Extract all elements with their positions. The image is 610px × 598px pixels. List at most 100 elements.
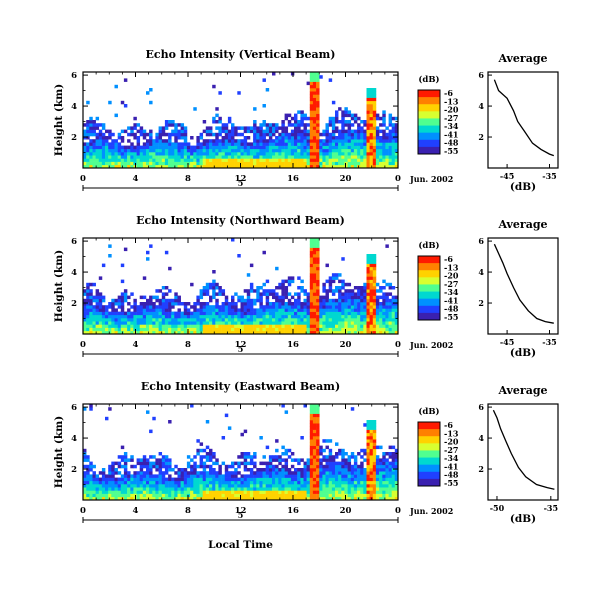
heatmap-cell: [309, 113, 314, 118]
heatmap-cell: [338, 295, 342, 300]
heatmap-cell: [158, 302, 163, 306]
heatmap-cell: [369, 254, 374, 258]
heatmap-cell: [101, 148, 106, 153]
heatmap-cell: [353, 148, 358, 153]
heatmap-cell: [350, 487, 355, 491]
heatmap-cell: [312, 97, 317, 102]
heatmap-cell: [146, 487, 150, 491]
heatmap-cell: [130, 311, 134, 316]
heatmap-cell: [240, 324, 244, 328]
heatmap-cell: [111, 468, 115, 472]
colorbar-swatch: [418, 125, 440, 134]
heatmap-cell: [155, 484, 159, 488]
heatmap-cell: [369, 432, 374, 437]
heatmap-cell: [262, 292, 266, 296]
heatmap-cell: [146, 308, 150, 312]
heatmap-cell: [161, 484, 166, 488]
heatmap-cell: [391, 308, 396, 312]
heatmap-cell: [171, 129, 175, 134]
heatmap-cell: [161, 474, 166, 478]
heatmap-cell: [174, 464, 178, 469]
heatmap-cell: [209, 327, 213, 332]
colorbar-unit: (dB): [418, 240, 439, 251]
heatmap-cell: [287, 311, 292, 316]
heatmap-cell: [108, 145, 112, 150]
x-tick-label: 12: [235, 340, 247, 350]
heatmap-cell: [287, 484, 292, 488]
heatmap-cell: [316, 152, 320, 156]
heatmap-cell: [287, 305, 292, 309]
heatmap-cell: [363, 318, 367, 322]
heatmap-cell: [149, 321, 153, 325]
heatmap-cell: [243, 327, 248, 332]
heatmap-cell: [379, 161, 383, 166]
heatmap-cell: [319, 474, 323, 478]
x-tick-label: 4: [133, 340, 139, 350]
heatmap-cell: [331, 330, 336, 335]
heatmap-cell: [338, 129, 342, 134]
heatmap-cell: [363, 164, 367, 169]
heatmap-cell: [281, 155, 285, 159]
heatmap-cell: [385, 164, 389, 169]
heatmap-cell: [272, 496, 276, 501]
heatmap-cell: [369, 155, 374, 159]
heatmap-cell: [105, 490, 109, 494]
heatmap-cell: [92, 321, 96, 325]
heatmap-cell: [202, 496, 207, 501]
heatmap-cell: [297, 308, 301, 312]
heatmap-cell: [388, 496, 393, 501]
heatmap-cell: [171, 487, 175, 491]
heatmap-cell: [316, 139, 320, 143]
heatmap-cell: [256, 292, 260, 296]
heatmap-cell: [221, 308, 226, 312]
heatmap-cell: [290, 480, 295, 485]
heatmap-cell: [177, 321, 181, 325]
heatmap-cell: [309, 132, 314, 137]
heatmap-cell: [363, 152, 367, 156]
x-tick-label: 20: [340, 506, 352, 516]
heatmap-cell: [366, 126, 370, 130]
heatmap-cell: [180, 132, 185, 137]
heatmap-cell: [278, 286, 282, 290]
heatmap-cell: [120, 318, 125, 322]
heatmap-cell: [86, 330, 90, 335]
heatmap-cell: [117, 490, 122, 494]
heatmap-cell: [328, 439, 333, 443]
heatmap-cell: [309, 88, 314, 92]
heatmap-cell: [369, 136, 374, 140]
heatmap-cell: [174, 152, 178, 156]
heatmap-cell: [89, 289, 93, 293]
heatmap-cell: [146, 461, 150, 466]
heatmap-cell: [306, 318, 311, 322]
colorbar-swatch: [418, 450, 440, 458]
heatmap-cell: [168, 484, 172, 488]
heatmap-cell: [309, 416, 314, 421]
heatmap-cell: [209, 308, 213, 312]
heatmap-cell: [136, 311, 141, 316]
heatmap-cell: [155, 487, 159, 491]
heatmap-cell: [303, 493, 307, 498]
heatmap-cell: [328, 474, 333, 478]
heatmap-cell: [319, 448, 323, 453]
heatmap-cell: [215, 477, 219, 482]
heatmap-cell: [253, 161, 257, 166]
heatmap-cell: [268, 480, 273, 485]
heatmap-cell: [152, 142, 156, 146]
heatmap-cell: [253, 142, 257, 146]
heatmap-cell: [196, 155, 200, 159]
heatmap-cell: [89, 152, 93, 156]
heatmap-cell: [297, 295, 301, 300]
heatmap-cell: [385, 136, 389, 140]
heatmap-cell: [360, 289, 364, 293]
heatmap-cell: [294, 477, 298, 482]
heatmap-cell: [335, 286, 339, 290]
heatmap-cell: [180, 311, 185, 316]
heatmap-cell: [268, 129, 273, 134]
heatmap-cell: [221, 142, 226, 146]
heatmap-cell: [316, 270, 320, 274]
heatmap-cell: [316, 260, 320, 264]
heatmap-cell: [375, 282, 380, 287]
heatmap-cell: [158, 164, 163, 169]
heatmap-cell: [193, 461, 197, 466]
heatmap-cell: [256, 480, 260, 485]
